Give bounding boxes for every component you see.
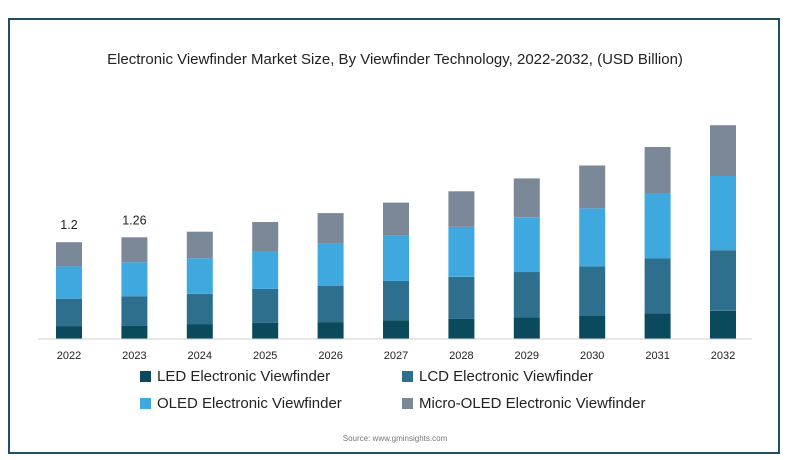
bar-segment-2032-series-4 — [710, 125, 736, 176]
x-tick-label: 2022 — [57, 350, 81, 362]
bar-segment-2024-series-3 — [186, 258, 213, 294]
bar-segment-2022-series-2 — [56, 298, 82, 327]
bar-segment-2027-series-1 — [383, 320, 409, 339]
bar-segment-2025-series-3 — [252, 251, 279, 289]
legend-label-2: LCD Electronic Viewfinder — [419, 368, 593, 385]
bar-segment-2029-series-4 — [513, 178, 540, 218]
bar-segment-2032-series-2 — [710, 250, 736, 311]
legend-swatch-1 — [140, 371, 151, 382]
bar-segment-2030-series-4 — [579, 165, 606, 209]
x-tick-label: 2026 — [318, 350, 342, 362]
legend-label-4: Micro-OLED Electronic Viewfinder — [419, 395, 645, 412]
data-label-2022: 1.2 — [60, 218, 77, 232]
bar-segment-2028-series-1 — [448, 318, 475, 339]
legend: LED Electronic Viewfinder LCD Electronic … — [140, 368, 645, 412]
bar-segment-2022-series-1 — [56, 326, 82, 339]
x-tick-label: 2024 — [188, 350, 212, 362]
bar-segment-2031-series-3 — [644, 193, 671, 259]
bar-segment-2026-series-3 — [317, 243, 344, 286]
legend-label-1: LED Electronic Viewfinder — [157, 368, 330, 385]
bar-segment-2022-series-3 — [56, 266, 82, 299]
bar-segment-2025-series-2 — [252, 289, 279, 323]
bar-segment-2023-series-3 — [121, 262, 148, 297]
bar-segment-2028-series-2 — [448, 276, 475, 319]
bar-segment-2026-series-1 — [317, 322, 344, 339]
bar-segment-2027-series-3 — [383, 235, 409, 281]
legend-swatch-3 — [140, 398, 151, 409]
bar-segment-2025-series-4 — [252, 222, 279, 251]
bar-segment-2024-series-1 — [186, 324, 213, 339]
data-label-2023: 1.26 — [122, 213, 146, 227]
bar-segment-2028-series-3 — [448, 226, 475, 277]
bar-segment-2023-series-1 — [121, 325, 148, 339]
chart-title: Electronic Viewfinder Market Size, By Vi… — [107, 51, 683, 68]
bar-segment-2029-series-3 — [513, 217, 540, 273]
x-tick-label: 2027 — [384, 350, 408, 362]
x-tick-label: 2025 — [253, 350, 277, 362]
bar-segment-2028-series-4 — [448, 191, 475, 227]
bar-segment-2024-series-4 — [186, 231, 213, 259]
bar-segment-2023-series-2 — [121, 296, 148, 326]
data-labels: 1.2 1.26 — [60, 213, 146, 232]
x-tick-label: 2030 — [580, 350, 604, 362]
bar-segment-2031-series-2 — [644, 258, 671, 314]
bar-segment-2030-series-1 — [579, 315, 606, 339]
x-tick-label: 2029 — [515, 350, 539, 362]
bars-group — [56, 125, 736, 339]
bar-segment-2031-series-4 — [644, 147, 671, 193]
legend-swatch-2 — [402, 371, 413, 382]
bar-segment-2032-series-3 — [710, 176, 736, 251]
bar-segment-2027-series-4 — [383, 202, 409, 236]
x-tick-label: 2028 — [449, 350, 473, 362]
legend-swatch-4 — [402, 398, 413, 409]
bar-segment-2026-series-4 — [317, 213, 344, 244]
bar-segment-2027-series-2 — [383, 280, 409, 321]
bar-segment-2032-series-1 — [710, 310, 736, 339]
bar-segment-2025-series-1 — [252, 322, 279, 339]
bar-segment-2029-series-1 — [513, 317, 540, 339]
legend-label-3: OLED Electronic Viewfinder — [157, 395, 342, 412]
x-tick-label: 2023 — [122, 350, 146, 362]
bar-segment-2023-series-4 — [121, 237, 148, 263]
source-note: Source: www.gminsights.com — [343, 434, 448, 443]
bar-segment-2022-series-4 — [56, 242, 82, 267]
x-tick-labels: 2022 2023 2024 2025 2026 2027 2028 2029 2030 2031… — [57, 350, 735, 362]
bar-segment-2031-series-1 — [644, 313, 671, 339]
x-tick-label: 2032 — [711, 350, 735, 362]
x-tick-label: 2031 — [645, 350, 669, 362]
bar-segment-2030-series-2 — [579, 266, 606, 316]
bar-segment-2026-series-2 — [317, 285, 344, 322]
bar-segment-2024-series-2 — [186, 293, 213, 325]
bar-segment-2029-series-2 — [513, 272, 540, 318]
bar-segment-2030-series-3 — [579, 208, 606, 267]
